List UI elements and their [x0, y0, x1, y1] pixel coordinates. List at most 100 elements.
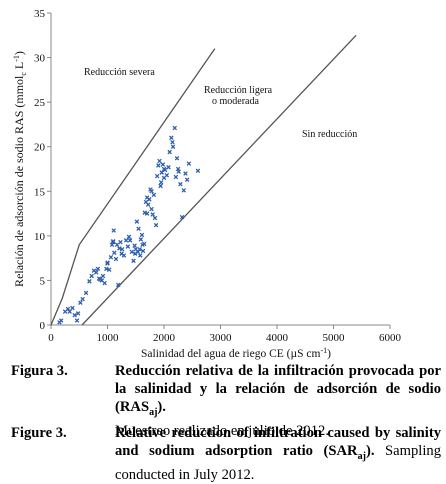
- data-point: [186, 161, 192, 166]
- data-point: [133, 246, 139, 252]
- data-point: [129, 249, 135, 255]
- data-point: [184, 177, 190, 182]
- x-tick-label: 1000: [97, 332, 120, 344]
- data-point: [145, 202, 151, 207]
- region-label-severe: Reducción severa: [84, 67, 155, 78]
- data-point: [108, 254, 114, 260]
- data-point: [170, 139, 175, 145]
- data-point: [78, 300, 83, 305]
- data-point: [96, 276, 102, 281]
- y-tick-label: 20: [34, 142, 46, 154]
- x-tick-label: 6000: [379, 332, 402, 344]
- data-point: [95, 266, 101, 272]
- threshold-lines: [50, 34, 357, 326]
- data-point: [139, 232, 145, 238]
- data-point: [110, 239, 116, 245]
- data-points: [57, 125, 201, 325]
- y-tick-label: 0: [40, 320, 46, 332]
- data-point: [169, 135, 174, 141]
- caption-english-note: Sampling conducted in July 2012.: [115, 443, 441, 483]
- data-point: [159, 170, 164, 175]
- data-point: [119, 246, 125, 252]
- data-point: [74, 318, 80, 323]
- data-point: [113, 256, 119, 262]
- data-point: [134, 219, 140, 224]
- y-tick-label: 35: [34, 8, 46, 20]
- caption-spanish-label: Figura 3.: [11, 363, 68, 379]
- data-point: [158, 183, 163, 189]
- data-point: [118, 239, 123, 245]
- data-point: [149, 189, 154, 194]
- x-tick-label: 4000: [266, 332, 289, 344]
- region-label-moderate-line1: Reducción ligera: [204, 85, 273, 96]
- data-point: [70, 305, 75, 311]
- data-point: [106, 267, 112, 272]
- threshold-line-1: [50, 48, 216, 326]
- x-tick-label: 0: [48, 332, 54, 344]
- data-point: [161, 166, 167, 172]
- data-point: [111, 228, 116, 233]
- data-point: [140, 242, 145, 248]
- data-point: [156, 163, 161, 168]
- data-point: [105, 260, 110, 265]
- data-point: [104, 266, 109, 272]
- data-point: [137, 246, 142, 252]
- data-point: [153, 222, 159, 228]
- data-point: [89, 273, 94, 279]
- data-point: [140, 248, 146, 254]
- data-point: [65, 306, 71, 312]
- data-point: [150, 212, 155, 217]
- data-point: [144, 211, 150, 216]
- y-tick-label: 15: [34, 186, 46, 198]
- axis-ticks: 0 1000 2000 3000 4000 5000 6000 0 5 10 15 20 25 30 35: [34, 8, 402, 344]
- region-label-none: Sin reducción: [302, 129, 357, 140]
- data-point: [195, 168, 201, 174]
- data-point: [183, 171, 188, 176]
- data-point: [109, 242, 115, 248]
- data-point: [93, 270, 99, 275]
- data-point: [178, 181, 183, 187]
- data-point: [115, 282, 121, 288]
- x-tick-label: 3000: [210, 332, 233, 344]
- data-point: [83, 290, 89, 296]
- data-point: [154, 173, 160, 179]
- data-point: [181, 188, 187, 193]
- data-point: [117, 246, 122, 251]
- x-tick-label: 5000: [323, 332, 346, 344]
- data-point: [149, 206, 154, 212]
- data-point: [126, 234, 132, 240]
- data-point: [127, 238, 133, 243]
- data-point: [75, 311, 81, 316]
- y-tick-label: 10: [34, 231, 46, 243]
- data-point: [132, 251, 138, 256]
- threshold-line-2: [81, 34, 357, 326]
- caption-english-title: Relative reduction of infiltration cause…: [115, 425, 441, 483]
- data-point: [170, 144, 176, 149]
- data-point: [119, 251, 124, 256]
- x-tick-label: 2000: [153, 332, 176, 344]
- scatter-chart: 0 1000 2000 3000 4000 5000 600005101520253035 …: [12, 8, 402, 360]
- data-point: [166, 164, 171, 170]
- data-point: [164, 172, 170, 178]
- caption-spanish-note: Muestreo realizado en julio de 2012.: [115, 422, 329, 439]
- data-point: [132, 243, 137, 248]
- data-point: [58, 318, 64, 323]
- data-point: [102, 280, 107, 286]
- caption-english: Figure 3. Relative reduction of infiltra…: [11, 424, 441, 484]
- data-point: [114, 242, 120, 248]
- data-point: [158, 180, 164, 185]
- data-point: [100, 273, 106, 279]
- data-point: [151, 192, 157, 198]
- data-point: [125, 244, 131, 249]
- data-point: [138, 253, 143, 258]
- caption-spanish: Figura 3. Reducción relativa de la infil…: [11, 362, 441, 440]
- data-point: [175, 166, 181, 172]
- data-point: [172, 125, 177, 131]
- data-point: [174, 156, 180, 161]
- caption-spanish-title: Reducción relativa de la infiltración pr…: [115, 363, 441, 418]
- data-point: [123, 238, 129, 243]
- caption-english-label: Figure 3.: [11, 425, 67, 441]
- data-point: [173, 174, 179, 180]
- data-point: [67, 309, 72, 314]
- y-tick-label: 5: [40, 275, 46, 287]
